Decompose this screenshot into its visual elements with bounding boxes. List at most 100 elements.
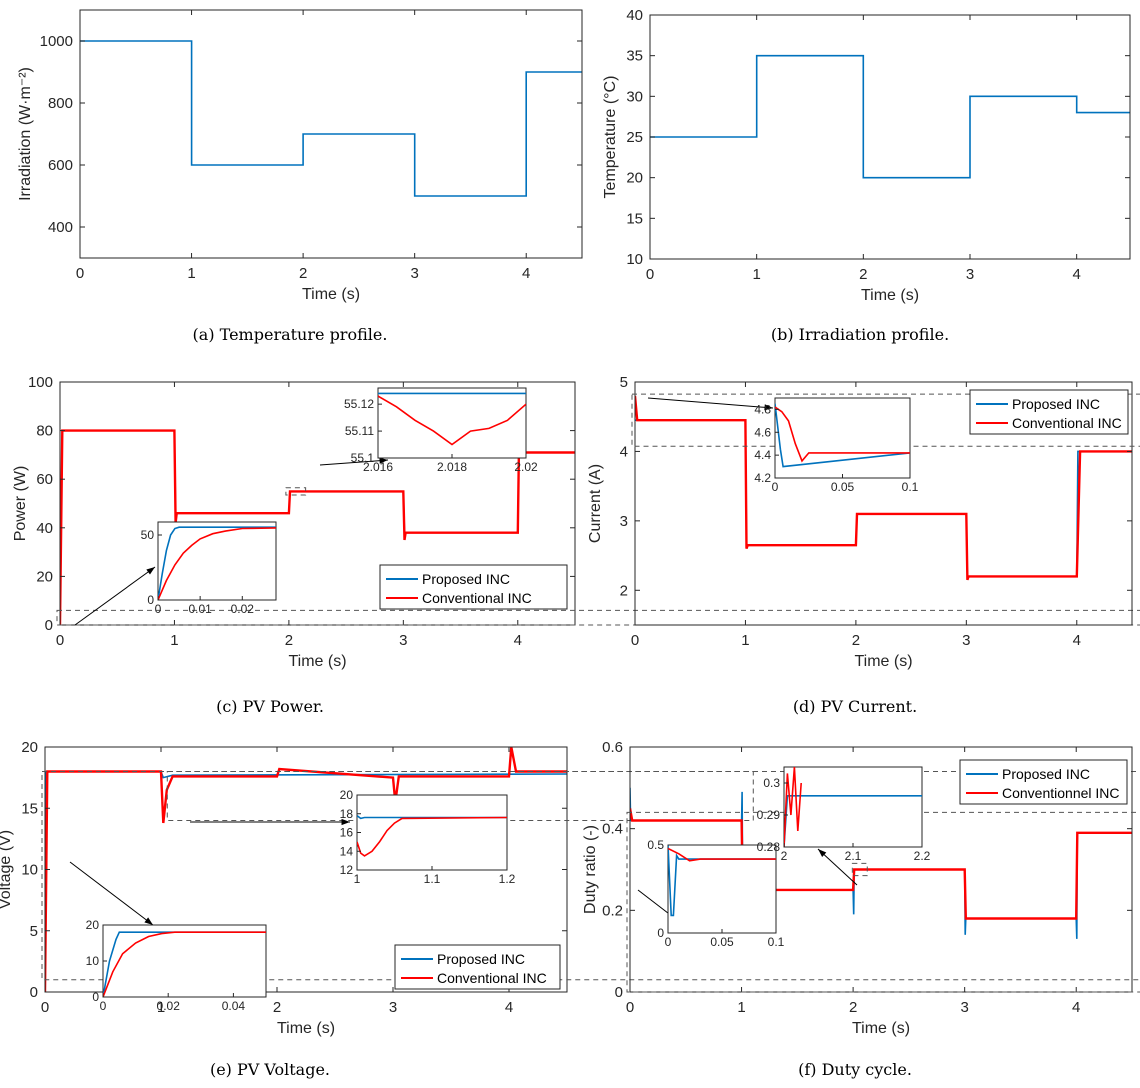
xtick-label: 3	[962, 632, 970, 649]
xtick-label: 4	[522, 265, 530, 282]
x-axis-label: Time (s)	[302, 286, 360, 303]
series-line-1	[45, 747, 567, 992]
inset-f-1: 2 2.1 2.2 0.28 0.29 0.3	[757, 766, 931, 863]
series-line-1	[635, 395, 1132, 581]
inset-xtick-label: 0.02	[157, 999, 181, 1013]
series-line-1	[60, 429, 575, 625]
inset-xtick-label: 0.05	[831, 480, 855, 494]
xtick-label: 2	[273, 999, 281, 1016]
inset-xtick-label: 1.1	[424, 872, 441, 886]
ytick-label: 0.2	[602, 902, 623, 919]
inset-xtick-label: 2.1	[845, 849, 862, 863]
xtick-label: 3	[399, 632, 407, 649]
legend-label-0: Proposed INC	[1012, 396, 1100, 412]
y-axis-label: Current (A)	[587, 464, 604, 543]
x-axis-label: Time (s)	[852, 1020, 910, 1037]
inset-series-1	[668, 847, 776, 862]
xtick-label: 0	[646, 266, 654, 283]
zoom-arrow	[319, 459, 389, 466]
inset-ytick-label: 12	[340, 863, 354, 877]
ytick-label: 5	[620, 374, 628, 391]
zoom-region	[631, 393, 1140, 447]
legend: Proposed INC Conventional INC	[379, 564, 568, 610]
inset-c-1: 2.016 2.018 2.02 55.1 55.11 55.12	[344, 387, 538, 474]
inset-ytick-label: 4.4	[754, 448, 771, 462]
y-axis-label: Duty ratio (-)	[582, 825, 599, 914]
figure-caption: (f) Duty cycle.	[798, 1060, 912, 1079]
ytick-label: 3	[620, 513, 628, 530]
chart-a: 0 1 2 3 4 400 600 800 1000 Time (s) Irradiation (W…	[17, 9, 583, 344]
figure-caption: (a) Temperature profile.	[193, 325, 388, 344]
zoom-arrow-head	[144, 917, 153, 925]
inset-ytick-label: 0.5	[647, 838, 664, 852]
plot-frame	[59, 381, 576, 626]
inset-xtick-label: 0.05	[710, 935, 734, 949]
inset-series-1	[357, 816, 507, 857]
zoom-arrow-head	[341, 818, 350, 826]
ytick-label: 400	[48, 219, 73, 236]
inset-ytick-label: 55.11	[345, 424, 374, 438]
x-axis-label: Time (s)	[861, 287, 919, 304]
inset-xtick-label: 0	[155, 602, 162, 616]
figure-caption: (b) Irradiation profile.	[771, 325, 949, 344]
inset-ytick-label: 16	[340, 826, 354, 840]
inset-series-1	[158, 527, 276, 600]
figure-caption: (e) PV Voltage.	[210, 1060, 330, 1079]
inset-series-0	[775, 403, 910, 468]
ytick-label: 15	[626, 210, 643, 227]
xtick-label: 1	[170, 632, 178, 649]
ytick-label: 0	[30, 984, 38, 1001]
zoom-region	[56, 609, 1140, 626]
ytick-label: 800	[48, 95, 73, 112]
xtick-label: 0	[76, 265, 84, 282]
ytick-label: 25	[626, 129, 643, 146]
inset-xtick-label: 2.2	[914, 849, 931, 863]
ytick-label: 35	[626, 48, 643, 65]
xtick-label: 1	[741, 632, 749, 649]
legend: Proposed INC Conventional INC	[969, 389, 1129, 435]
inset-ytick-label: 0.29	[757, 808, 781, 822]
inset-ytick-label: 0	[147, 593, 154, 607]
xtick-label: 1	[157, 999, 165, 1016]
inset-ytick-label: 55.1	[351, 451, 375, 465]
inset-ytick-label: 0	[92, 990, 99, 1004]
xtick-label: 2	[285, 632, 293, 649]
legend-label-0: Proposed INC	[1002, 766, 1090, 782]
inset-ytick-label: 4.2	[754, 471, 771, 485]
ytick-label: 15	[21, 800, 38, 817]
ytick-label: 5	[30, 923, 38, 940]
inset-series-0	[158, 526, 276, 600]
ytick-label: 2	[620, 582, 628, 599]
inset-xtick-label: 0	[772, 480, 779, 494]
ytick-label: 600	[48, 157, 73, 174]
xtick-label: 4	[505, 999, 513, 1016]
ytick-label: 20	[36, 568, 53, 585]
inset-ytick-label: 0	[657, 926, 664, 940]
inset-series-1	[103, 931, 266, 997]
legend-label-1: Conventionnel INC	[1002, 785, 1120, 801]
inset-xtick-label: 0.02	[231, 602, 255, 616]
series-line-0	[80, 40, 582, 197]
xtick-label: 3	[966, 266, 974, 283]
xtick-label: 0	[626, 999, 634, 1016]
ytick-label: 0	[615, 984, 623, 1001]
ytick-label: 20	[21, 739, 38, 756]
legend-label-0: Proposed INC	[422, 571, 510, 587]
legend-box	[969, 389, 1129, 435]
zoom-arrow	[817, 848, 858, 886]
plot-frame	[634, 381, 1133, 626]
xtick-label: 2	[852, 632, 860, 649]
ytick-label: 10	[21, 862, 38, 879]
xtick-label: 2	[299, 265, 307, 282]
chart-d: 0 1 2 3 4 2 3 4 5 Time (s) Current (A) (d) PV Curre…	[587, 374, 1140, 716]
figure-caption: (c) PV Power.	[216, 697, 324, 716]
y-axis-label: Irradiation (W·m⁻²)	[17, 67, 34, 201]
series-line-0	[650, 54, 1130, 179]
inset-frame	[102, 924, 267, 998]
ytick-label: 100	[28, 374, 53, 391]
inset-series-1	[775, 406, 910, 463]
inset-frame	[377, 387, 527, 459]
inset-xtick-label: 2.018	[437, 460, 467, 474]
